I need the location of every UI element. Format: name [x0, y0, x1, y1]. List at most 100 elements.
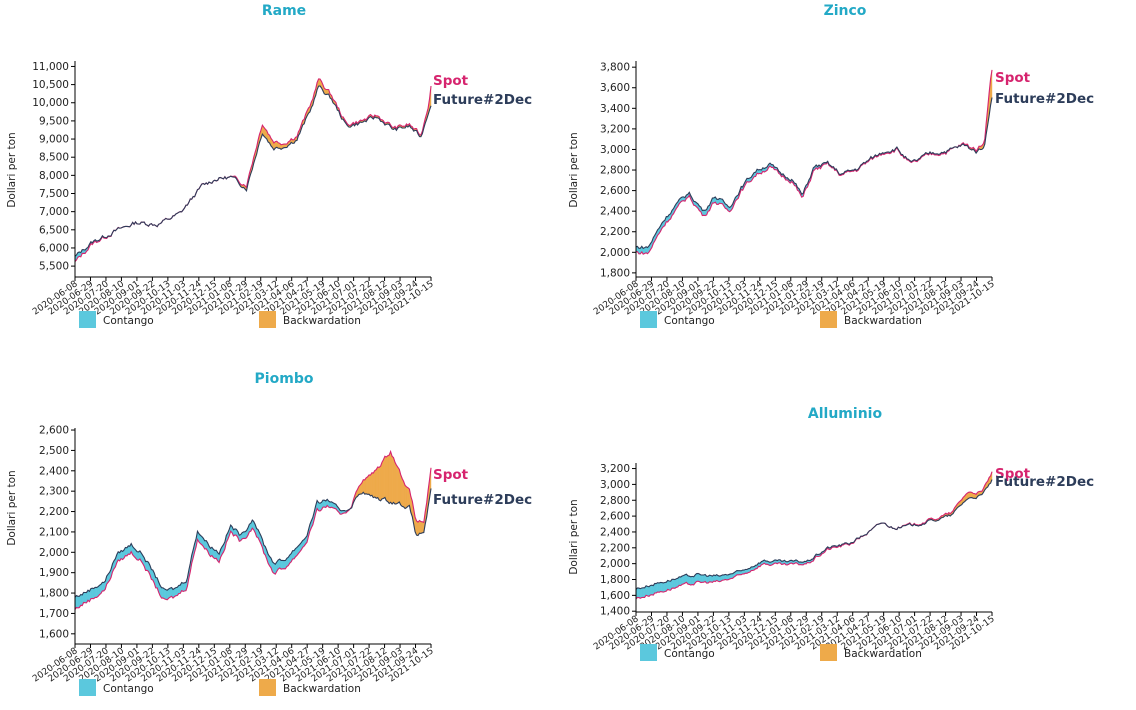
- y-axis-label: Dollari per ton: [6, 132, 18, 207]
- spread-area: [700, 574, 703, 583]
- y-tick-label: 1,900: [39, 567, 69, 579]
- spread-area: [243, 531, 246, 539]
- spread-area: [692, 576, 694, 586]
- y-tick-label: 9,000: [39, 134, 69, 146]
- legend-swatch-contango: [79, 311, 96, 328]
- spread-area: [730, 573, 733, 579]
- y-tick-label: 3,200: [600, 123, 630, 135]
- y-tick-label: 7,500: [39, 188, 69, 200]
- spread-area: [386, 455, 388, 503]
- y-tick-label: 1,600: [600, 590, 630, 602]
- y-tick-label: 3,200: [600, 463, 630, 475]
- y-tick-label: 2,400: [39, 465, 69, 477]
- spread-area: [697, 573, 700, 582]
- legend-swatch-contango: [79, 679, 96, 696]
- y-tick-label: 1,800: [600, 574, 630, 586]
- spot-line: [635, 69, 993, 255]
- spread-area: [679, 576, 681, 586]
- y-tick-label: 2,200: [600, 542, 630, 554]
- spread-area: [651, 584, 654, 596]
- spread-area: [645, 585, 648, 597]
- y-tick-label: 2,000: [600, 558, 630, 570]
- spread-area: [318, 502, 321, 512]
- legend: Contango Backwardation: [79, 679, 361, 696]
- spread-area: [182, 582, 185, 592]
- legend-label-contango: Contango: [103, 315, 154, 327]
- spread-area: [690, 576, 693, 586]
- spread-area: [667, 580, 670, 591]
- spread-area: [283, 560, 286, 569]
- spread-area: [322, 500, 325, 508]
- y-tick-label: 2,500: [39, 445, 69, 457]
- spread-area: [406, 486, 409, 509]
- y-tick-label: 1,700: [39, 608, 69, 620]
- spread-area: [377, 466, 380, 501]
- spot-line: [74, 449, 432, 610]
- spread-area: [376, 466, 378, 499]
- spread-area: [673, 579, 676, 589]
- y-tick-label: 2,200: [600, 226, 630, 238]
- future-series-label: Future#2Dec: [433, 492, 532, 508]
- spread-area: [684, 573, 687, 584]
- spread-area: [380, 462, 383, 502]
- spread-area: [687, 575, 690, 585]
- spot-series-label: Spot: [433, 467, 469, 483]
- spot-line: [74, 78, 432, 262]
- spread-area: [162, 587, 165, 600]
- spread-area: [668, 580, 671, 591]
- chart-title: Piombo: [255, 371, 314, 387]
- spread-area: [365, 476, 368, 495]
- spread-area: [401, 478, 404, 508]
- y-tick-label: 2,600: [600, 185, 630, 197]
- spread-area: [292, 550, 295, 560]
- spread-area: [683, 574, 686, 585]
- spread-area: [643, 587, 645, 598]
- future-series-label: Future#2Dec: [995, 91, 1094, 107]
- spread-area: [128, 545, 130, 555]
- spread-area: [214, 549, 217, 559]
- legend-label-contango: Contango: [103, 683, 154, 695]
- y-tick-label: 2,800: [600, 165, 630, 177]
- spread-area: [273, 562, 276, 575]
- spread-area: [390, 451, 393, 505]
- spread-area: [94, 587, 97, 598]
- spread-area: [393, 457, 396, 505]
- future-series-label: Future#2Dec: [433, 92, 532, 108]
- spread-area: [400, 474, 403, 507]
- spread-area: [161, 587, 164, 599]
- spread-area: [165, 589, 168, 601]
- y-tick-label: 8,000: [39, 170, 69, 182]
- chart-1: Zinco Dollari per ton 1,800 2,000 2,200 2,400…: [568, 3, 1094, 328]
- spread-area: [282, 560, 285, 569]
- spread-area: [702, 574, 704, 583]
- y-tick-label: 10,000: [32, 97, 69, 109]
- spread-area: [647, 586, 650, 597]
- spot-series-label: Spot: [433, 73, 469, 89]
- spread-area: [637, 587, 640, 598]
- spread-area: [368, 474, 371, 497]
- y-tick-label: 2,100: [39, 526, 69, 538]
- spread-area: [84, 592, 87, 604]
- spread-area: [658, 582, 661, 593]
- spread-area: [155, 577, 158, 589]
- chart-title: Zinco: [824, 3, 867, 19]
- y-tick-label: 2,400: [600, 206, 630, 218]
- spread-area: [726, 574, 729, 581]
- legend-label-contango: Contango: [664, 315, 715, 327]
- y-tick-label: 1,800: [39, 588, 69, 600]
- y-tick-label: 3,000: [600, 479, 630, 491]
- y-tick-label: 2,000: [600, 247, 630, 259]
- y-tick-label: 2,300: [39, 486, 69, 498]
- spread-area: [638, 248, 641, 255]
- spread-area: [660, 582, 663, 593]
- spread-area: [90, 587, 93, 599]
- spot-series-label: Spot: [995, 70, 1031, 86]
- spread-area: [657, 582, 660, 593]
- chart-0: Rame Dollari per ton 5,500 6,000 6,500 7,000 7…: [6, 3, 532, 328]
- spread-area: [383, 456, 386, 499]
- legend-swatch-backwardation: [820, 644, 837, 661]
- legend-swatch-contango: [640, 311, 657, 328]
- y-tick-label: 2,000: [39, 547, 69, 559]
- spread-area: [164, 588, 167, 600]
